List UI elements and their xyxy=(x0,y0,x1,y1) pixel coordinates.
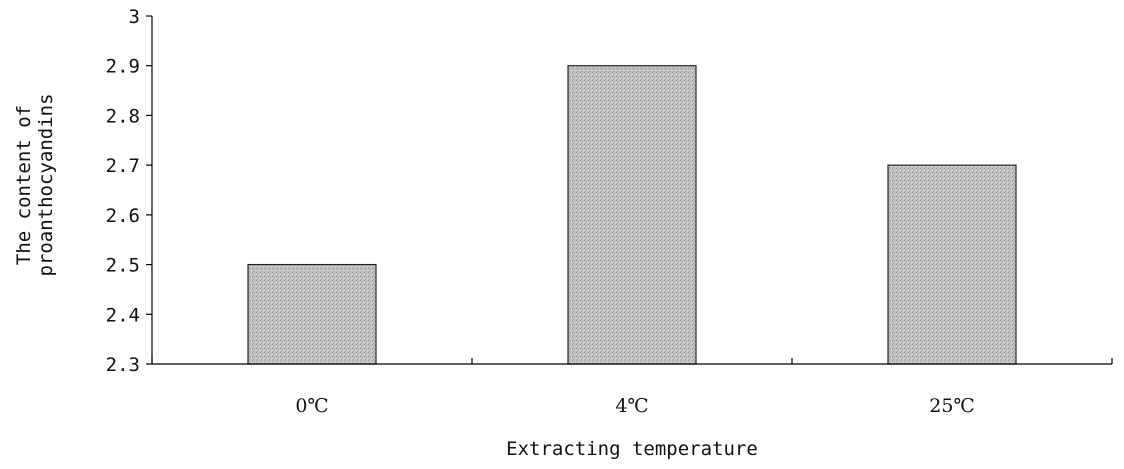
y-tick-label: 3 xyxy=(129,6,140,28)
y-tick-label: 2.5 xyxy=(106,255,140,277)
x-axis-title: Extracting temperature xyxy=(506,438,758,460)
bars xyxy=(247,65,1017,365)
y-axis-title-line-1: The content of xyxy=(13,105,35,265)
bar xyxy=(887,164,1017,365)
y-tick-label: 2.3 xyxy=(106,354,140,376)
y-axis-title-line-2: proanthocyandins xyxy=(35,93,57,276)
y-tick-label: 2.8 xyxy=(106,105,140,127)
y-tick-label: 2.4 xyxy=(106,304,140,326)
x-category-label: 0℃ xyxy=(295,395,328,417)
bar xyxy=(247,263,377,365)
y-axis-ticks: 2.3 2.4 2.5 2.6 2.7 2.8 2.9 3 xyxy=(106,6,152,376)
x-category-label: 4℃ xyxy=(615,395,648,417)
x-category-label: 25℃ xyxy=(929,395,974,417)
y-tick-label: 2.7 xyxy=(106,155,140,177)
bar xyxy=(567,65,697,365)
y-tick-label: 2.6 xyxy=(106,205,140,227)
x-axis-ticks: 0℃ 4℃ 25℃ xyxy=(151,358,1113,417)
y-tick-label: 2.9 xyxy=(106,56,140,78)
y-axis-title: The content of proanthocyandins xyxy=(13,93,57,276)
